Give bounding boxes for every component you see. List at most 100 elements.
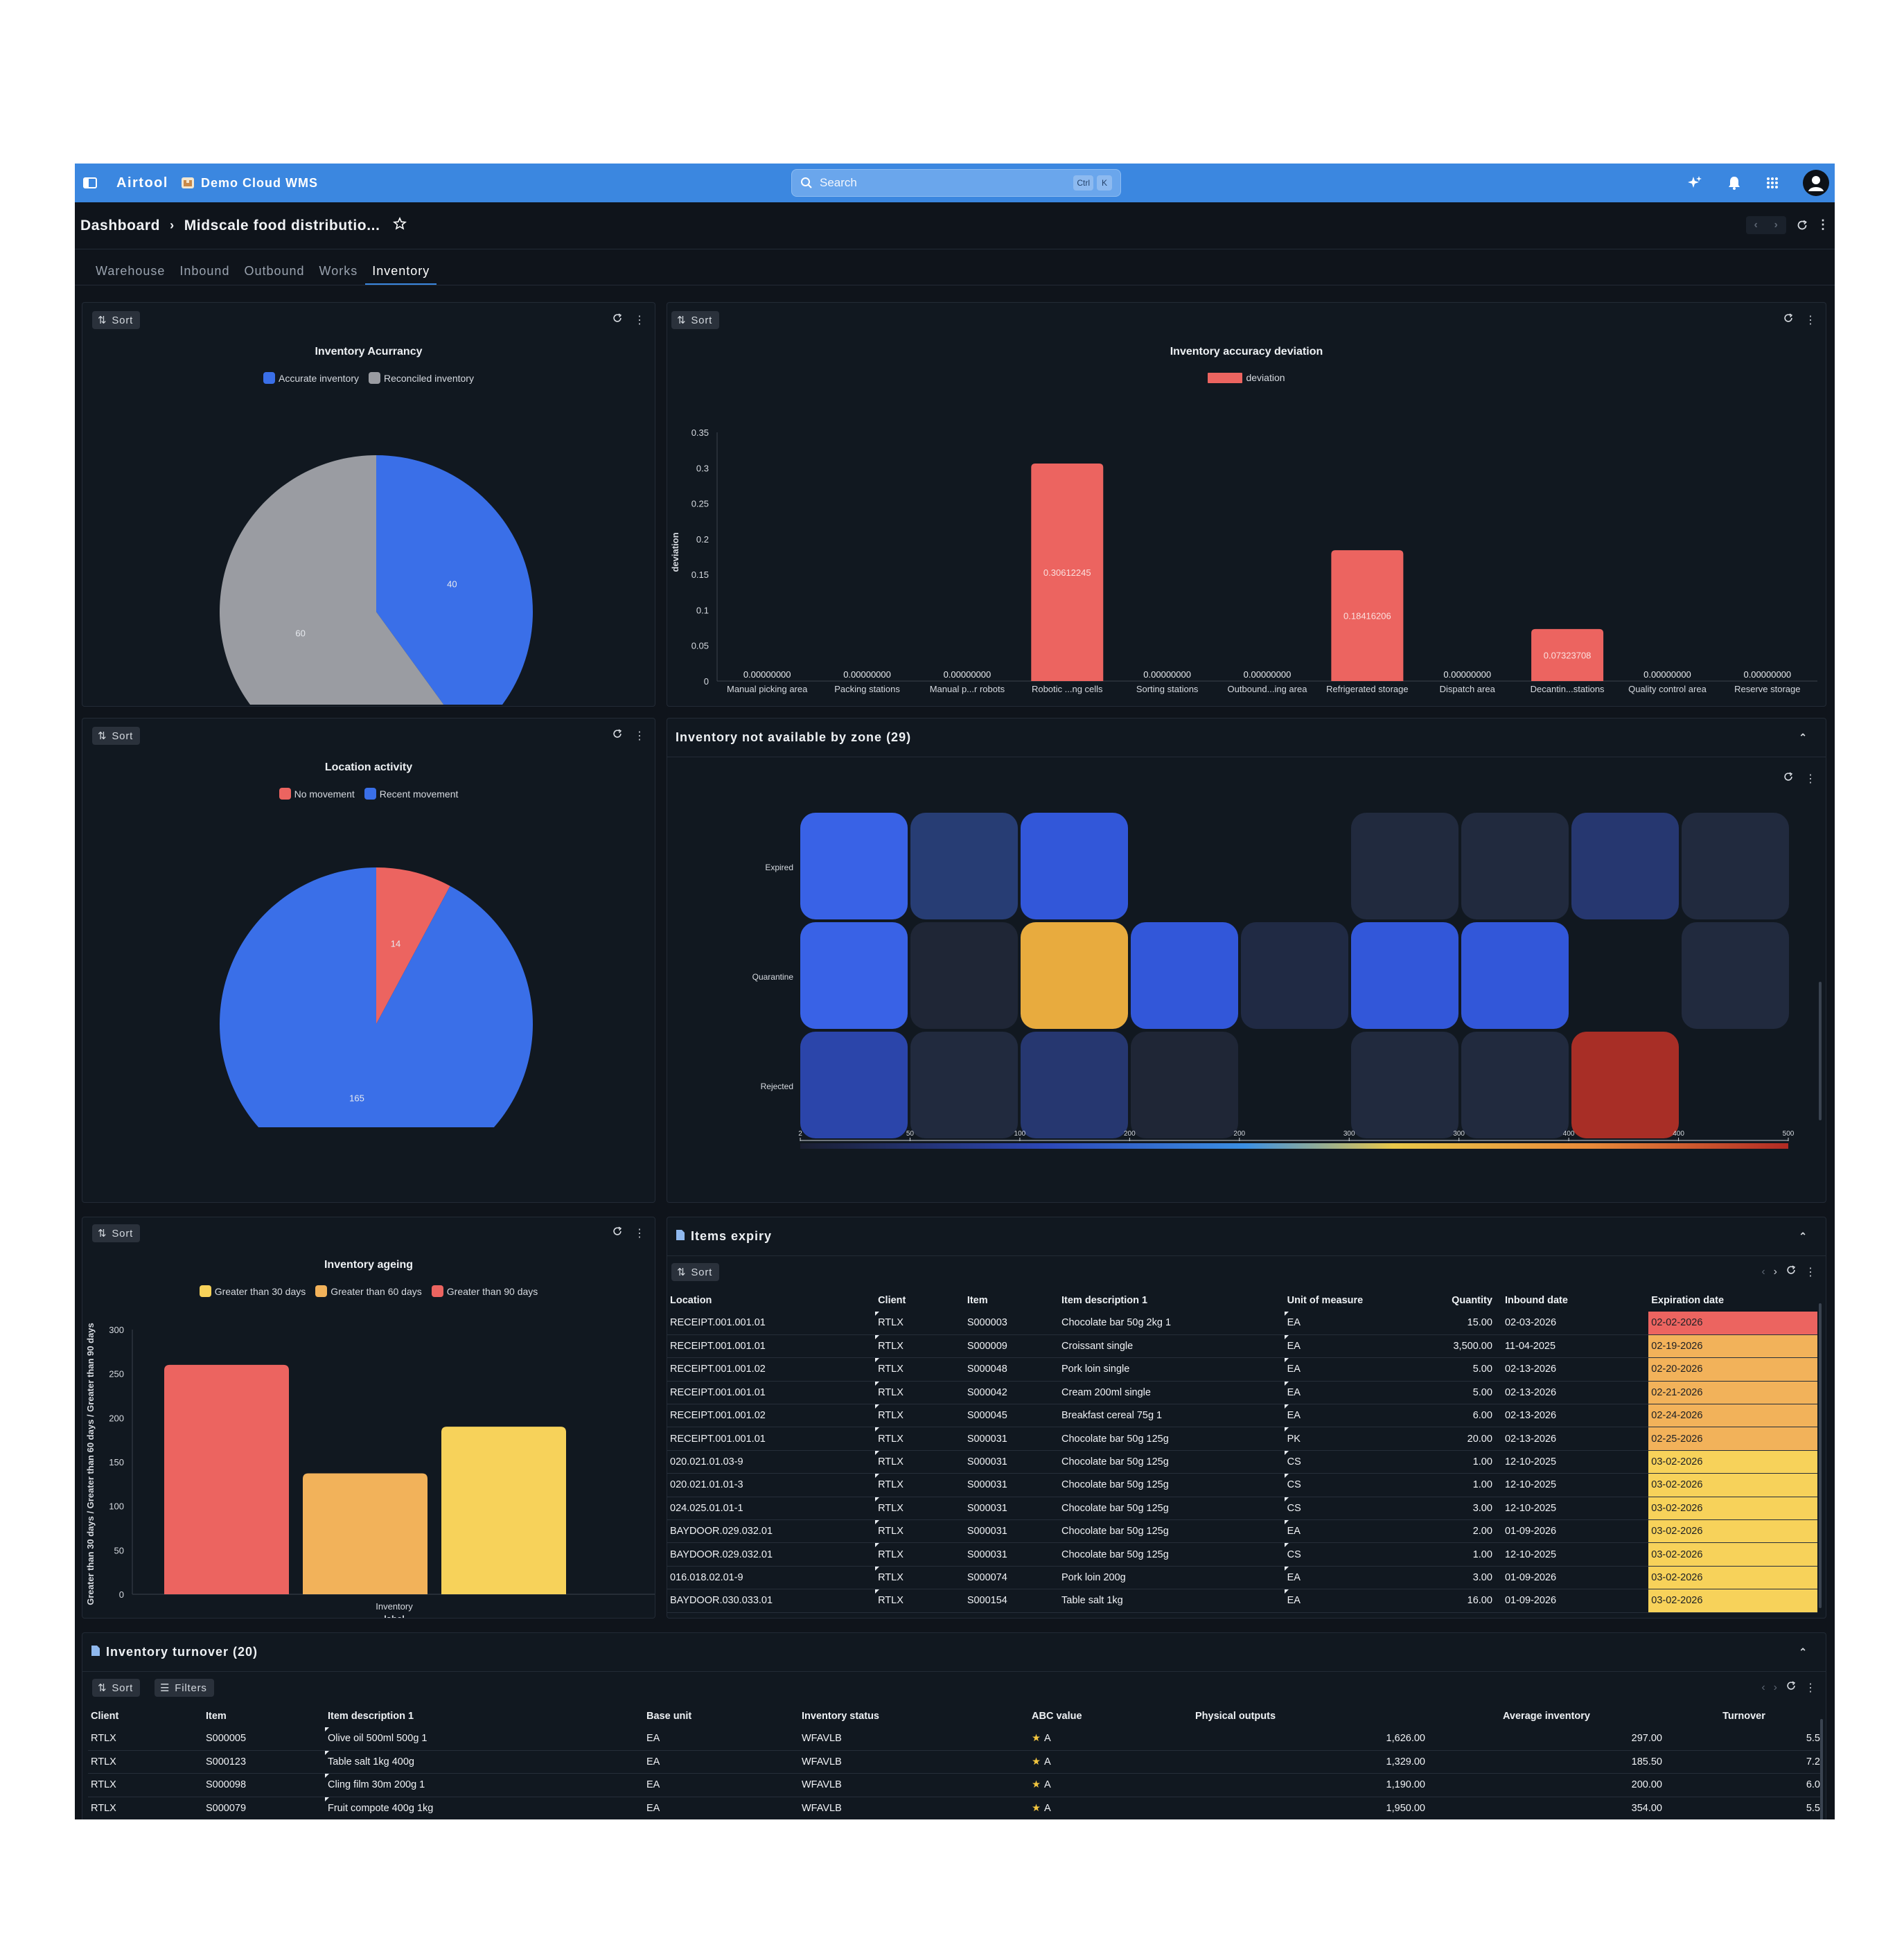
col-header[interactable]: Expiration date [1651, 1295, 1725, 1306]
col-header[interactable]: Average inventory [1503, 1711, 1590, 1722]
table-row[interactable]: RECEIPT.001.001.01 RTLX S000042 Cream 200ml… [667, 1381, 1817, 1405]
sidebar-toggle-icon[interactable] [82, 164, 98, 202]
col-header[interactable]: Base unit [646, 1711, 692, 1722]
sort-button[interactable]: ⇅ Sort [92, 727, 141, 745]
prev-icon[interactable]: ‹ [1754, 219, 1758, 231]
apps-grid-icon[interactable] [1765, 164, 1779, 202]
col-header[interactable]: Item [967, 1295, 988, 1306]
bar[interactable] [441, 1427, 566, 1594]
more-icon[interactable]: ⋮ [634, 1227, 645, 1240]
col-header[interactable]: Client [91, 1711, 119, 1722]
heatmap-cell[interactable] [1021, 1032, 1128, 1138]
table-row[interactable]: RECEIPT.001.001.01 RTLX S000003 Chocolate b… [667, 1312, 1817, 1335]
scrollbar[interactable] [1819, 982, 1822, 1120]
avatar[interactable] [1803, 164, 1829, 202]
scrollbar[interactable] [1820, 1719, 1823, 1819]
sort-button[interactable]: ⇅ Sort [92, 1679, 141, 1697]
table-row[interactable]: BAYDOOR.029.032.01 RTLX S000031 Chocolate b… [667, 1542, 1817, 1567]
heatmap-cell[interactable] [800, 813, 908, 919]
tab-inventory[interactable]: Inventory [365, 261, 437, 285]
heatmap-cell[interactable] [1021, 922, 1128, 1029]
table-row[interactable]: 020.021.01.01-3 RTLX S000031 Chocolate bar … [667, 1473, 1817, 1497]
col-header[interactable]: Item description 1 [328, 1711, 414, 1722]
col-header[interactable]: Turnover [1722, 1711, 1765, 1722]
more-icon[interactable]: ⋮ [1805, 314, 1816, 326]
heatmap-cell[interactable] [800, 922, 908, 1029]
tab-inbound[interactable]: Inbound [179, 264, 230, 278]
refresh-icon[interactable] [1796, 219, 1808, 236]
ai-sparkle-icon[interactable] [1686, 164, 1703, 202]
tab-warehouse[interactable]: Warehouse [96, 264, 166, 278]
pie-slice[interactable] [376, 867, 450, 1024]
more-icon[interactable]: ⋮ [1805, 773, 1816, 785]
table-row[interactable]: RECEIPT.001.001.02 RTLX S000048 Pork loin s… [667, 1357, 1817, 1382]
refresh-icon[interactable] [612, 1226, 623, 1240]
pie-slice[interactable] [376, 455, 533, 705]
heatmap-cell[interactable] [910, 922, 1018, 1029]
refresh-icon[interactable] [1783, 771, 1794, 786]
heatmap-cell[interactable] [910, 813, 1018, 919]
search-input[interactable]: Search Ctrl K [791, 169, 1121, 197]
breadcrumb-root[interactable]: Dashboard [80, 217, 161, 233]
table-row[interactable]: BAYDOOR.029.032.01 RTLX S000031 Chocolate b… [667, 1519, 1817, 1544]
sort-button[interactable]: ⇅ Sort [92, 1224, 141, 1242]
col-header[interactable]: Location [670, 1295, 712, 1306]
star-icon[interactable] [392, 216, 407, 235]
more-icon[interactable]: ⋮ [1805, 1266, 1816, 1278]
bar[interactable] [1331, 550, 1404, 681]
heatmap-cell[interactable] [910, 1032, 1018, 1138]
heatmap-cell[interactable] [1241, 922, 1348, 1029]
next-icon[interactable]: › [1774, 219, 1779, 231]
heatmap-cell[interactable] [1571, 1032, 1679, 1138]
heatmap-cell[interactable] [1351, 813, 1458, 919]
col-header[interactable]: Item description 1 [1061, 1295, 1148, 1306]
bell-icon[interactable] [1727, 164, 1742, 202]
table-row[interactable]: RECEIPT.001.001.02 RTLX S000045 Breakfast c… [667, 1404, 1817, 1428]
next-icon[interactable]: › [1773, 1265, 1777, 1278]
table-row[interactable]: 024.025.01.01-1 RTLX S000031 Chocolate bar … [667, 1497, 1817, 1521]
table-row[interactable]: 020.021.01.03-9 RTLX S000031 Chocolate bar … [667, 1450, 1817, 1474]
workspace-selector[interactable]: Demo Cloud WMS [180, 164, 318, 202]
legend-item[interactable]: Recent movement [364, 788, 458, 800]
sort-button[interactable]: ⇅ Sort [92, 311, 141, 329]
heatmap-cell[interactable] [1461, 813, 1569, 919]
heatmap-cell[interactable] [1021, 813, 1128, 919]
refresh-icon[interactable] [612, 728, 623, 743]
legend-item[interactable]: deviation [1208, 372, 1285, 383]
more-icon[interactable]: ⋮ [1817, 218, 1830, 231]
col-header[interactable]: Unit of measure [1287, 1295, 1364, 1306]
legend-item[interactable]: Reconciled inventory [368, 372, 474, 384]
legend-item[interactable]: Accurate inventory [263, 372, 359, 384]
refresh-icon[interactable] [1786, 1680, 1797, 1695]
more-icon[interactable]: ⋮ [634, 730, 645, 742]
heatmap-cell[interactable] [1682, 922, 1789, 1029]
table-row[interactable]: RTLX S000098 Cling film 30m 200g 1 EA WFAVLB… [88, 1773, 1823, 1797]
filters-button[interactable]: ☰ Filters [155, 1679, 214, 1697]
table-row[interactable]: 016.018.02.01-9 RTLX S000074 Pork loin 200g… [667, 1566, 1817, 1590]
scrollbar[interactable] [1819, 1303, 1822, 1608]
col-header[interactable]: Physical outputs [1195, 1711, 1276, 1722]
heatmap-cell[interactable] [1351, 922, 1458, 1029]
pie-slice[interactable] [220, 867, 533, 1127]
next-icon[interactable]: › [1773, 1681, 1777, 1693]
pie-slice[interactable] [220, 455, 468, 705]
tab-works[interactable]: Works [319, 264, 358, 278]
table-row[interactable]: RTLX S000005 Olive oil 500ml 500g 1 EA WFAVL… [88, 1727, 1823, 1751]
heatmap-cell[interactable] [1131, 922, 1238, 1029]
col-header[interactable]: Quantity [1452, 1295, 1492, 1306]
legend-item[interactable]: Greater than 60 days [315, 1285, 422, 1297]
bar[interactable] [303, 1473, 427, 1594]
legend-item[interactable]: No movement [279, 788, 355, 800]
bar[interactable] [164, 1364, 289, 1594]
heatmap-cell[interactable] [1351, 1032, 1458, 1138]
prev-icon[interactable]: ‹ [1761, 1265, 1765, 1278]
col-header[interactable]: Item [206, 1711, 227, 1722]
table-row[interactable]: RECEIPT.001.001.01 RTLX S000031 Chocolate b… [667, 1427, 1817, 1451]
bar[interactable] [1531, 628, 1604, 681]
heatmap-cell[interactable] [1682, 813, 1789, 919]
table-row[interactable]: BAYDOOR.030.033.01 RTLX S000154 Table salt … [667, 1589, 1817, 1613]
legend-item[interactable]: Greater than 30 days [199, 1285, 306, 1297]
prev-icon[interactable]: ‹ [1761, 1681, 1765, 1693]
refresh-icon[interactable] [612, 312, 623, 327]
chevron-up-icon[interactable]: ⌃ [1799, 732, 1808, 743]
